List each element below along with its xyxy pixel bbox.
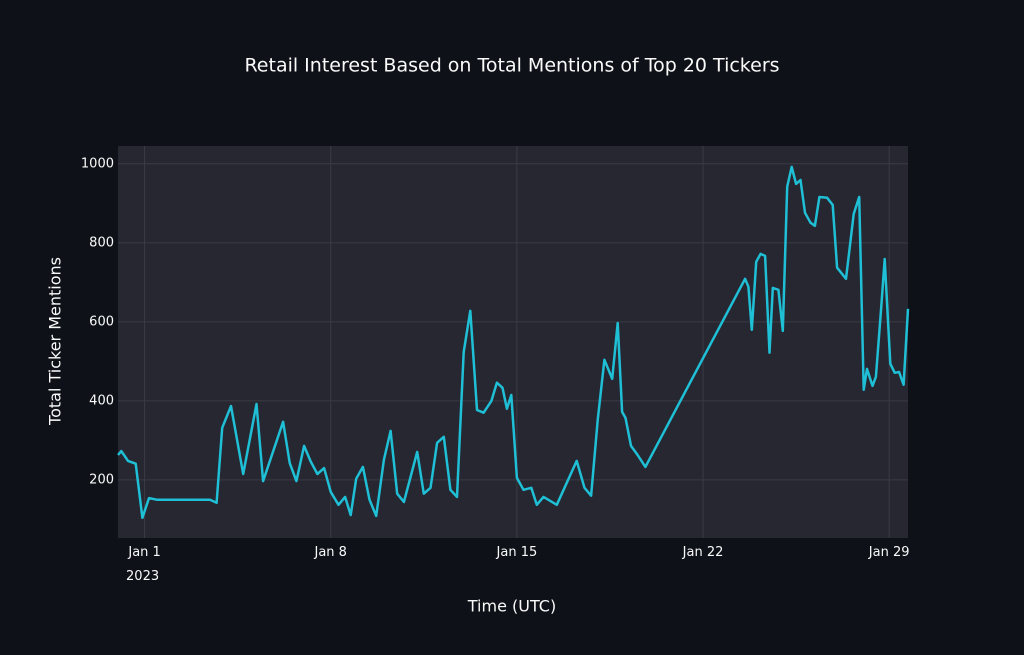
line-series bbox=[117, 165, 910, 520]
chart-title: Retail Interest Based on Total Mentions … bbox=[244, 55, 779, 77]
plot-area bbox=[118, 146, 908, 538]
x-axis-label: Time (UTC) bbox=[467, 597, 556, 616]
x-tick-label-line: Jan 15 bbox=[496, 545, 538, 560]
x-tick-label-line: Jan 22 bbox=[682, 545, 724, 560]
y-tick-label: 600 bbox=[89, 314, 114, 329]
x-tick-label: Jan 8 bbox=[314, 545, 347, 560]
x-tick-label-line: 2023 bbox=[126, 569, 159, 584]
y-tick-label: 400 bbox=[89, 393, 114, 408]
x-tick-label: Jan 1 2023 bbox=[126, 545, 161, 584]
x-tick-label-line: Jan 29 bbox=[868, 545, 910, 560]
x-tick-label: Jan 22 bbox=[682, 545, 724, 560]
y-tick-label: 200 bbox=[89, 472, 114, 487]
x-tick-label: Jan 29 bbox=[868, 545, 910, 560]
y-tick-label: 800 bbox=[89, 235, 114, 250]
x-tick-label-line: Jan 1 bbox=[127, 545, 160, 560]
x-tick-label-line: Jan 8 bbox=[314, 545, 347, 560]
x-tick-label: Jan 15 bbox=[496, 545, 538, 560]
y-axis-label: Total Ticker Mentions bbox=[46, 257, 65, 426]
y-tick-label: 1000 bbox=[81, 156, 114, 171]
